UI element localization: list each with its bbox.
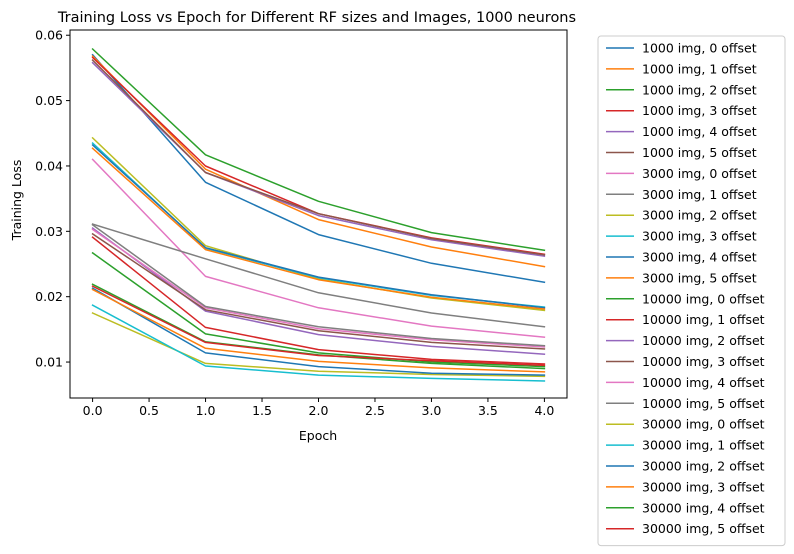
legend-label: 1000 img, 3 offset bbox=[642, 103, 757, 118]
x-axis-ticks: 0.0 0.5 1.0 1.5 2.0 2.5 3.0 3.5 4.0 bbox=[83, 398, 554, 418]
x-tick-label: 2.5 bbox=[365, 403, 385, 418]
series-line-6 bbox=[91, 59, 546, 256]
series-line-11 bbox=[91, 143, 546, 309]
legend-label: 3000 img, 3 offset bbox=[642, 229, 757, 244]
y-axis-label: Training Loss bbox=[9, 160, 24, 242]
y-tick-label: 0.06 bbox=[35, 28, 63, 43]
series-line-7 bbox=[91, 158, 546, 339]
series-line-16 bbox=[91, 232, 546, 350]
series-line-20 bbox=[91, 304, 546, 382]
x-tick-label: 1.0 bbox=[196, 403, 216, 418]
legend-label: 30000 img, 3 offset bbox=[642, 479, 765, 494]
series-line-8 bbox=[91, 223, 546, 328]
series-line-24 bbox=[91, 285, 546, 367]
y-tick-label: 0.02 bbox=[35, 289, 63, 304]
x-axis-label: Epoch bbox=[299, 428, 337, 443]
legend-label: 3000 img, 0 offset bbox=[642, 166, 757, 181]
x-tick-label: 0.0 bbox=[83, 403, 103, 418]
series-line-14 bbox=[91, 236, 546, 365]
legend-label: 1000 img, 0 offset bbox=[642, 41, 757, 56]
legend-label: 1000 img, 1 offset bbox=[642, 61, 757, 76]
legend-label: 1000 img, 4 offset bbox=[642, 124, 757, 139]
legend-label: 10000 img, 3 offset bbox=[642, 354, 765, 369]
series-line-4 bbox=[91, 56, 546, 256]
y-tick-label: 0.03 bbox=[35, 224, 63, 239]
x-tick-label: 0.5 bbox=[139, 403, 159, 418]
x-tick-label: 3.0 bbox=[422, 403, 442, 418]
legend-label: 1000 img, 5 offset bbox=[642, 145, 757, 160]
legend-label: 30000 img, 1 offset bbox=[642, 438, 765, 453]
series-line-21 bbox=[91, 287, 546, 376]
legend-label: 10000 img, 2 offset bbox=[642, 333, 765, 348]
y-axis-ticks: 0.01 0.02 0.03 0.04 0.05 0.06 bbox=[35, 28, 70, 370]
legend-label: 30000 img, 4 offset bbox=[642, 500, 765, 515]
x-tick-label: 1.5 bbox=[252, 403, 272, 418]
series-line-10 bbox=[91, 142, 546, 308]
series-line-12 bbox=[91, 147, 546, 310]
series-line-2 bbox=[91, 55, 546, 268]
series-line-17 bbox=[91, 228, 546, 348]
series-line-22 bbox=[91, 288, 546, 373]
y-tick-label: 0.04 bbox=[35, 158, 63, 173]
series-line-1 bbox=[91, 53, 546, 284]
legend-label: 3000 img, 5 offset bbox=[642, 270, 757, 285]
legend-label: 30000 img, 0 offset bbox=[642, 417, 765, 432]
legend-box bbox=[597, 35, 786, 547]
series-line-15 bbox=[91, 227, 546, 355]
x-tick-label: 3.5 bbox=[478, 403, 498, 418]
series-line-9 bbox=[91, 136, 546, 312]
legend: 1000 img, 0 offset 1000 img, 1 offset 1000… bbox=[597, 35, 786, 547]
chart-title: Training Loss vs Epoch for Different RF … bbox=[57, 10, 576, 26]
series-line-18 bbox=[91, 223, 546, 347]
legend-label: 30000 img, 2 offset bbox=[642, 459, 765, 474]
legend-label: 10000 img, 0 offset bbox=[642, 291, 765, 306]
x-tick-label: 2.0 bbox=[309, 403, 329, 418]
series-line-3 bbox=[91, 47, 546, 252]
series-line-19 bbox=[91, 312, 546, 378]
legend-label: 1000 img, 2 offset bbox=[642, 82, 757, 97]
legend-label: 3000 img, 1 offset bbox=[642, 187, 757, 202]
y-tick-label: 0.01 bbox=[35, 355, 63, 370]
series-line-5 bbox=[91, 61, 546, 258]
legend-label: 10000 img, 4 offset bbox=[642, 375, 765, 390]
legend-label: 3000 img, 4 offset bbox=[642, 250, 757, 265]
series-line-13 bbox=[91, 251, 546, 368]
legend-label: 3000 img, 2 offset bbox=[642, 208, 757, 223]
legend-label: 10000 img, 1 offset bbox=[642, 312, 765, 327]
legend-label: 10000 img, 5 offset bbox=[642, 396, 765, 411]
series-layer bbox=[91, 47, 546, 382]
legend-label: 30000 img, 5 offset bbox=[642, 521, 765, 536]
x-tick-label: 4.0 bbox=[534, 403, 554, 418]
y-tick-label: 0.05 bbox=[35, 93, 63, 108]
